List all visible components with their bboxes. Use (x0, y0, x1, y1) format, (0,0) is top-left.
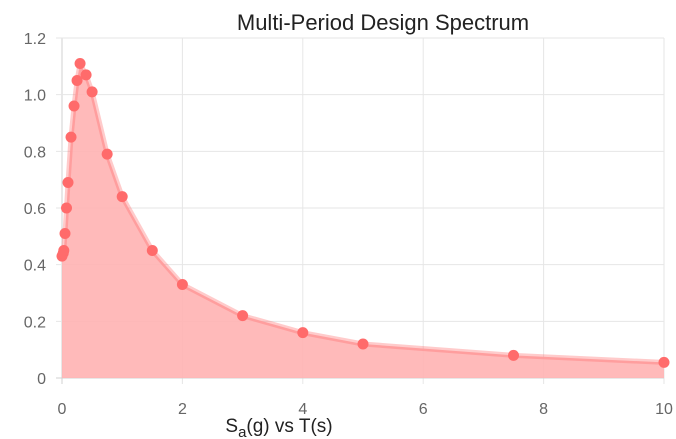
data-point (80, 69, 92, 81)
x-axis-label-symbol: S (225, 416, 238, 437)
points-layer (56, 58, 670, 368)
y-tick-label: 0.2 (24, 314, 46, 331)
area-layer (59, 61, 667, 378)
data-point (101, 148, 113, 160)
x-axis-label-rest: (g) vs T(s) (246, 416, 332, 437)
data-point (61, 202, 73, 214)
x-tick-label: 8 (539, 401, 548, 418)
data-point (146, 245, 158, 256)
data-point (71, 75, 83, 86)
spectrum-area (62, 63, 664, 378)
x-tick-label: 4 (298, 401, 307, 418)
y-tick-label: 0.8 (24, 144, 46, 161)
y-tick-label: 0 (37, 371, 46, 388)
y-tick-label: 0.6 (24, 201, 46, 218)
data-point (508, 349, 519, 361)
tick-layer: 0 2 4 6 8 10 0 0.2 0.4 0.6 0.8 1.0 1.2 (24, 31, 673, 418)
data-point (62, 177, 74, 188)
data-point (116, 191, 128, 203)
y-tick-label: 1.2 (24, 31, 46, 48)
x-tick-label: 10 (655, 401, 673, 418)
data-point (59, 228, 71, 239)
data-point (68, 100, 80, 112)
x-tick-label: 2 (178, 401, 187, 418)
data-point (58, 245, 70, 256)
data-point (65, 131, 77, 143)
data-point (658, 356, 670, 368)
y-tick-label: 0.4 (24, 258, 46, 275)
data-point (86, 86, 98, 98)
data-point (297, 327, 309, 339)
x-axis-label-subscript: a (238, 424, 247, 439)
grid-layer (56, 37, 665, 384)
data-point (237, 310, 249, 322)
y-tick-label: 1.0 (24, 88, 46, 105)
x-tick-label: 6 (419, 401, 428, 418)
x-tick-label: 0 (58, 401, 67, 418)
data-point (357, 338, 369, 350)
chart-title: Multi-Period Design Spectrum (237, 10, 529, 35)
x-axis-label: Sa(g) vs T(s) (225, 416, 332, 439)
data-point (176, 279, 188, 290)
data-point (74, 58, 86, 69)
